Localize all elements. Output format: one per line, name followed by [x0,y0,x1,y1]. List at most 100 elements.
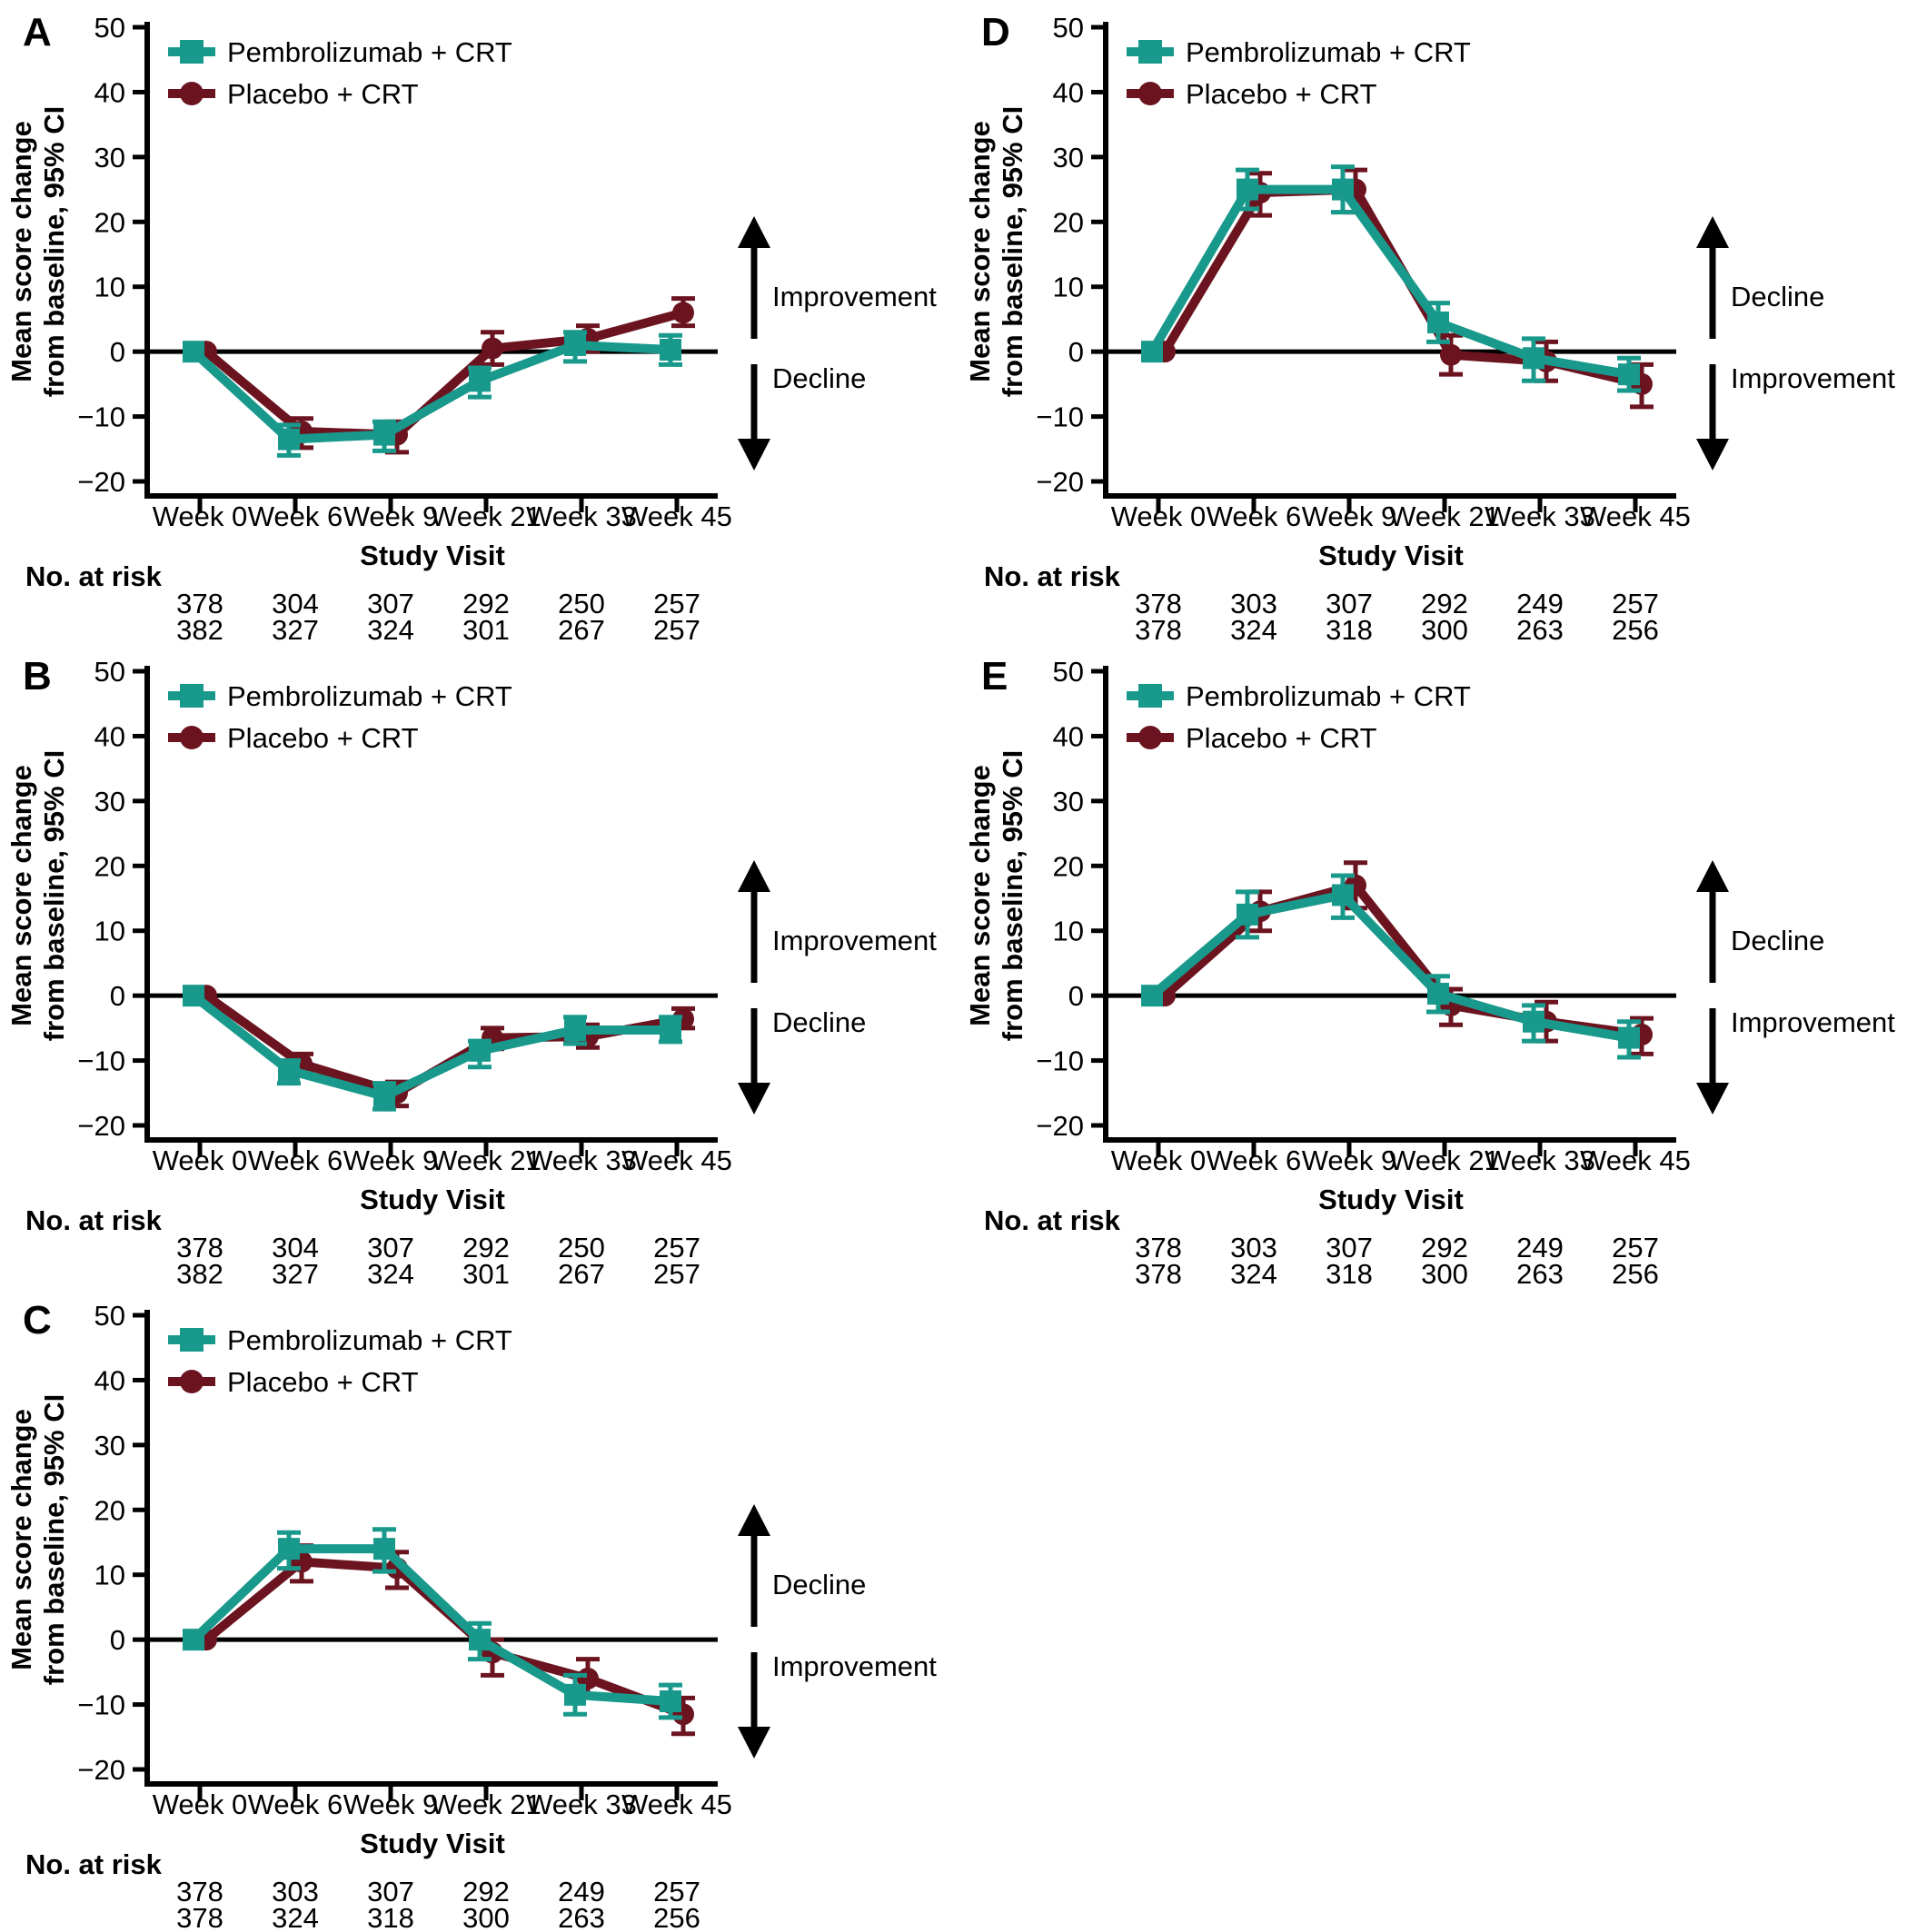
y-tick-label: 20 [1053,206,1084,238]
x-tick-label: Week 6 [248,1144,343,1176]
risk-count-placebo: 300 [462,1902,510,1932]
panel-e-chart: E Mean score change from baseline, 95% C… [964,654,1895,1290]
panel-letter: E [981,654,1008,698]
risk-count-placebo: 378 [1135,1258,1182,1288]
data-marker-pembrolizumab [278,428,300,451]
risk-count-pembrolizumab: 307 [1326,588,1373,619]
series-line-pembrolizumab [189,1544,675,1706]
x-tick-label: Week 33 [1485,500,1595,532]
x-tick-label: Week 21 [431,1144,541,1176]
x-tick-label: Week 21 [431,1788,541,1820]
y-tick-label: 20 [1053,850,1084,882]
data-marker-pembrolizumab [660,1690,681,1712]
y-tick-label: 0 [110,336,125,368]
x-tick-label: Week 33 [1485,1144,1595,1176]
y-tick-label: 30 [94,786,125,817]
risk-count-placebo: 257 [653,1258,700,1288]
legend-label-placebo: Placebo + CRT [1186,78,1377,110]
x-tick-label: Week 6 [1207,1144,1302,1176]
risk-count-pembrolizumab: 292 [1421,588,1468,619]
risk-count-placebo: 318 [1326,614,1373,644]
y-tick-label: 40 [94,1364,125,1396]
data-marker-placebo [672,302,694,324]
panel-letter: A [23,10,52,54]
panel-letter: B [23,654,52,698]
data-marker-pembrolizumab [183,341,204,363]
x-tick-label: Week 21 [1389,500,1500,532]
x-tick-label: Week 0 [153,500,248,532]
y-tick-label: −10 [1036,401,1084,433]
data-marker-pembrolizumab [1523,347,1545,370]
panel-letter: D [981,10,1010,54]
y-tick-label: −20 [1036,466,1084,498]
arrow-up-head [738,1504,770,1536]
legend: Pembrolizumab + CRT Placebo + CRT [168,36,512,110]
arrow-down-head [738,439,770,471]
risk-count-pembrolizumab: 378 [176,588,223,619]
risk-count-placebo: 263 [1516,1258,1564,1288]
y-tick-label: −20 [77,1110,125,1142]
risk-count-placebo: 257 [653,614,700,644]
x-tick-label: Week 45 [621,1788,732,1820]
y-tick-label: 20 [94,1494,125,1526]
risk-count-placebo: 378 [176,1902,223,1932]
x-tick-label: Week 0 [1111,1144,1207,1176]
legend-label-pembrolizumab: Pembrolizumab + CRT [1186,36,1471,68]
x-axis-title: Study Visit [1318,1184,1464,1215]
data-marker-pembrolizumab [1237,903,1258,926]
risk-count-placebo: 263 [1516,614,1564,644]
panel-A: A Mean score change from baseline, 95% C… [0,0,958,646]
y-axis-title-line1: Mean score change [5,1409,37,1670]
x-tick-label: Week 9 [343,1788,439,1820]
risk-count-pembrolizumab: 257 [653,1232,700,1263]
legend-label-placebo: Placebo + CRT [1186,722,1377,754]
y-axis-title-line1: Mean score change [5,121,37,382]
risk-count-pembrolizumab: 249 [558,1876,605,1907]
no-at-risk-label: No. at risk [984,1204,1121,1236]
y-tick-label: 30 [1053,142,1084,173]
data-marker-pembrolizumab [1618,363,1640,386]
arrow-up-head [1696,860,1729,892]
data-marker-pembrolizumab [660,339,681,361]
risk-count-pembrolizumab: 304 [272,1232,319,1263]
risk-count-placebo: 300 [1421,1258,1468,1288]
risk-count-placebo: 300 [1421,614,1468,644]
panel-B: B Mean score change from baseline, 95% C… [0,644,958,1290]
data-marker-pembrolizumab [183,1629,204,1651]
data-marker-pembrolizumab [469,370,491,392]
y-tick-label: 10 [1053,916,1084,947]
legend-label-placebo: Placebo + CRT [227,1366,419,1398]
x-tick-label: Week 9 [1302,500,1397,532]
placebo-legend-marker [180,726,204,749]
y-tick-label: −10 [1036,1045,1084,1077]
risk-count-pembrolizumab: 303 [1230,1232,1277,1263]
arrow-top-label: Improvement [772,925,937,956]
data-marker-pembrolizumab [278,1538,300,1560]
risk-count-pembrolizumab: 249 [1516,588,1564,619]
series-line-pembrolizumab [1147,184,1634,380]
risk-count-pembrolizumab: 307 [367,588,414,619]
series-line-pembrolizumab [189,991,675,1101]
data-marker-pembrolizumab [183,985,204,1007]
risk-count-placebo: 324 [367,1258,414,1288]
arrow-top-label: Improvement [772,281,937,312]
data-marker-pembrolizumab [1141,341,1163,363]
data-marker-placebo [1440,343,1462,366]
risk-count-placebo: 324 [1230,614,1277,644]
y-tick-label: −10 [77,1045,125,1077]
risk-count-placebo: 256 [1612,614,1659,644]
risk-count-pembrolizumab: 292 [462,1232,510,1263]
risk-count-pembrolizumab: 257 [1612,588,1659,619]
pembrolizumab-legend-marker [180,1328,204,1352]
risk-count-placebo: 263 [558,1902,605,1932]
panel-C: C Mean score change from baseline, 95% C… [0,1288,958,1932]
x-tick-label: Week 45 [621,1144,732,1176]
y-tick-label: −10 [77,401,125,433]
legend-label-pembrolizumab: Pembrolizumab + CRT [227,1324,512,1356]
legend: Pembrolizumab + CRT Placebo + CRT [168,1324,512,1398]
y-tick-label: 20 [94,206,125,238]
risk-count-placebo: 267 [558,1258,605,1288]
legend: Pembrolizumab + CRT Placebo + CRT [1127,680,1471,754]
